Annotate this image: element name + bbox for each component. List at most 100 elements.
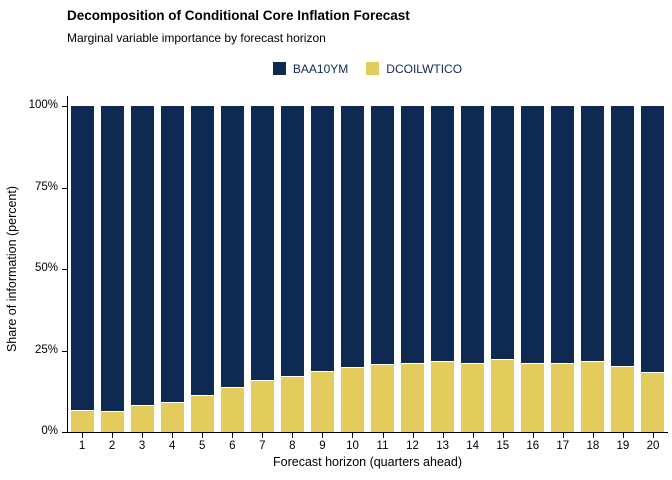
bar-segment-dcoilwtico bbox=[70, 410, 94, 432]
y-tick bbox=[62, 432, 67, 433]
y-tick-label: 50% bbox=[34, 262, 58, 274]
x-tick bbox=[172, 433, 174, 438]
y-tick-label: 25% bbox=[34, 343, 58, 356]
bar-segment-baa10ym bbox=[160, 106, 184, 403]
bar-group bbox=[70, 106, 94, 432]
y-tick-label: 75% bbox=[34, 180, 58, 193]
bar-segment-baa10ym bbox=[491, 106, 515, 361]
legend-label-baa10ym: BAA10YM bbox=[292, 61, 349, 76]
bar-group bbox=[491, 106, 515, 432]
x-tick-label: 12 bbox=[406, 440, 419, 452]
bar-segment-baa10ym bbox=[130, 106, 154, 406]
x-tick bbox=[412, 433, 414, 438]
x-tick-label: 16 bbox=[526, 440, 540, 452]
x-tick-label: 7 bbox=[259, 440, 266, 452]
bar-group bbox=[280, 106, 304, 432]
x-tick bbox=[442, 433, 444, 438]
bar-segment-dcoilwtico bbox=[491, 360, 515, 432]
x-tick-label: 5 bbox=[199, 440, 206, 452]
legend: BAA10YM DCOILWTICO bbox=[67, 61, 668, 76]
legend-swatch-baa10ym bbox=[272, 62, 286, 75]
x-tick bbox=[562, 433, 564, 438]
legend-label-dcoilwtico: DCOILWTICO bbox=[386, 61, 463, 76]
bar-group bbox=[190, 106, 214, 432]
bar-segment-dcoilwtico bbox=[641, 373, 665, 432]
plot-area bbox=[67, 106, 668, 432]
y-tick bbox=[62, 187, 67, 189]
x-tick bbox=[652, 433, 654, 438]
bar-segment-dcoilwtico bbox=[461, 363, 485, 432]
bar-group bbox=[521, 106, 545, 432]
bar-group bbox=[371, 106, 395, 432]
bar-segment-dcoilwtico bbox=[130, 405, 154, 432]
bar-segment-dcoilwtico bbox=[521, 363, 545, 432]
bar-segment-baa10ym bbox=[581, 106, 605, 362]
bar-segment-baa10ym bbox=[340, 106, 364, 369]
bar-group bbox=[401, 106, 425, 432]
x-tick bbox=[622, 433, 624, 438]
bar-segment-baa10ym bbox=[100, 106, 124, 413]
bar-segment-dcoilwtico bbox=[431, 361, 455, 432]
y-axis-line bbox=[67, 96, 68, 433]
x-axis-line bbox=[67, 432, 668, 433]
legend-item-dcoilwtico: DCOILWTICO bbox=[366, 62, 462, 76]
bar-segment-dcoilwtico bbox=[310, 371, 334, 432]
x-tick-label: 4 bbox=[168, 440, 176, 452]
y-tick bbox=[62, 269, 67, 270]
x-tick bbox=[142, 433, 144, 438]
x-tick-label: 8 bbox=[289, 440, 296, 452]
bar-segment-dcoilwtico bbox=[160, 402, 184, 432]
x-tick-label: 18 bbox=[586, 440, 600, 452]
bar-segment-baa10ym bbox=[641, 106, 665, 374]
bar-segment-baa10ym bbox=[431, 106, 455, 362]
bar-segment-dcoilwtico bbox=[190, 396, 214, 432]
bar-segment-baa10ym bbox=[250, 106, 274, 382]
x-axis-title: Forecast horizon (quarters ahead) bbox=[273, 455, 462, 469]
bar-segment-baa10ym bbox=[401, 106, 425, 364]
bar-segment-baa10ym bbox=[521, 106, 545, 364]
bar-group bbox=[160, 106, 184, 432]
x-tick-label: 2 bbox=[108, 440, 116, 452]
bar-group bbox=[461, 106, 485, 432]
x-tick-label: 20 bbox=[646, 440, 660, 452]
bar-group bbox=[220, 106, 244, 432]
bar-segment-baa10ym bbox=[551, 106, 575, 364]
chart-subtitle: Marginal variable importance by forecast… bbox=[67, 31, 326, 45]
bar-segment-dcoilwtico bbox=[220, 387, 244, 432]
bar-segment-baa10ym bbox=[190, 106, 214, 397]
x-tick bbox=[532, 433, 534, 438]
chart-title: Decomposition of Conditional Core Inflat… bbox=[67, 8, 410, 23]
x-tick bbox=[352, 433, 354, 438]
x-tick-label: 19 bbox=[616, 440, 630, 452]
bar-group bbox=[250, 106, 274, 432]
x-tick bbox=[292, 433, 294, 438]
bar-segment-baa10ym bbox=[611, 106, 635, 367]
x-tick bbox=[322, 433, 324, 438]
y-tick bbox=[62, 106, 67, 107]
x-tick-label: 3 bbox=[138, 440, 146, 452]
x-tick bbox=[112, 433, 114, 438]
bar-segment-dcoilwtico bbox=[581, 361, 605, 432]
bar-segment-baa10ym bbox=[310, 106, 334, 372]
bar-segment-baa10ym bbox=[220, 106, 244, 388]
bar-segment-dcoilwtico bbox=[401, 363, 425, 432]
x-tick bbox=[82, 433, 84, 438]
bar-group bbox=[611, 106, 635, 432]
x-tick bbox=[232, 433, 234, 438]
y-tick-label: 0% bbox=[41, 425, 58, 437]
bar-group bbox=[310, 106, 334, 432]
bar-segment-dcoilwtico bbox=[280, 376, 304, 432]
bar-group bbox=[581, 106, 605, 432]
y-tick bbox=[62, 350, 67, 352]
x-tick bbox=[262, 433, 264, 438]
x-tick-label: 14 bbox=[466, 440, 480, 452]
bar-group bbox=[100, 106, 124, 432]
x-tick-label: 6 bbox=[229, 440, 236, 452]
legend-swatch-dcoilwtico bbox=[366, 62, 380, 75]
x-tick-label: 9 bbox=[319, 440, 326, 452]
bar-segment-baa10ym bbox=[280, 106, 304, 377]
x-tick-label: 10 bbox=[346, 440, 359, 452]
bar-segment-baa10ym bbox=[371, 106, 395, 366]
bar-segment-dcoilwtico bbox=[371, 365, 395, 432]
